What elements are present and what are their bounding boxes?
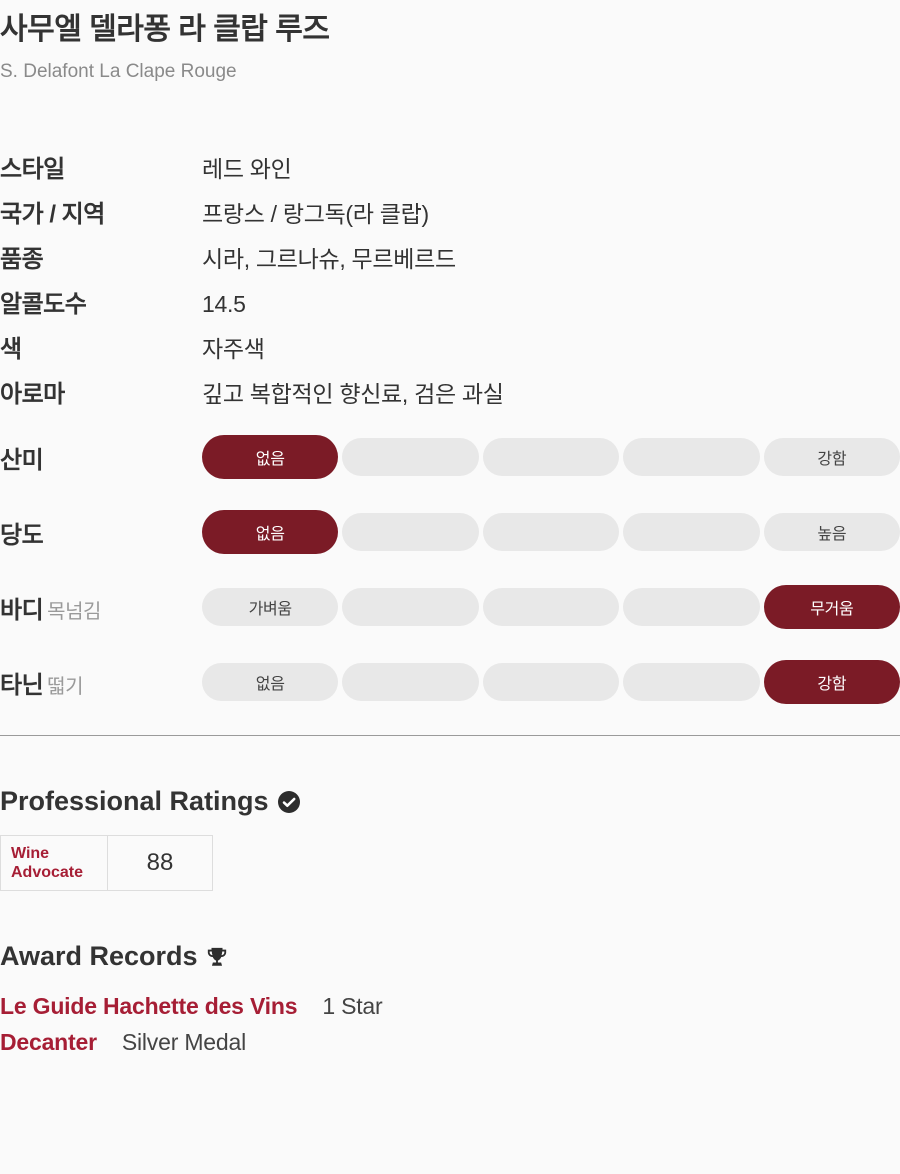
spec-row-abv: 알콜도수 14.5 (0, 282, 900, 327)
page-title: 사무엘 델라퐁 라 클랍 루즈 (0, 13, 330, 46)
spec-label: 색 (0, 336, 22, 363)
scale-sublabel: 목넘김 (47, 600, 101, 623)
scale-sublabel: 떫기 (47, 675, 83, 698)
scale-segment-4 (623, 663, 760, 701)
spec-value: 레드 와인 (202, 156, 292, 182)
rating-source-link[interactable]: Wine Advocate (11, 845, 84, 882)
scale-segment-1: 없음 (202, 435, 339, 479)
ratings-heading: Professional Ratings (0, 786, 900, 817)
scale-segment-5: 무거움 (763, 585, 900, 629)
spec-label: 알콜도수 (0, 291, 87, 318)
scale-segment-5: 높음 (763, 513, 900, 551)
segment-min-label: 없음 (255, 676, 285, 693)
rating-score: 88 (107, 834, 213, 892)
spec-value: 깊고 복합적인 향신료, 검은 과실 (202, 381, 504, 407)
scale-segment-3 (482, 588, 620, 626)
section-divider (0, 735, 900, 736)
segment-min-label: 없음 (255, 526, 285, 543)
spec-label: 국가 / 지역 (0, 201, 105, 228)
spec-value: 자주색 (202, 336, 265, 362)
scale-segment-5: 강함 (763, 438, 900, 476)
spec-table: 스타일 레드 와인 국가 / 지역 프랑스 / 랑그독(라 클랍) 품종 시라,… (0, 147, 900, 417)
scale-segment-4 (623, 513, 760, 551)
ratings-table: Wine Advocate 88 (0, 834, 213, 892)
awards-list: Le Guide Hachette des Vins 1 Star Decante… (0, 988, 900, 1060)
scale-row-acidity: 산미 없음 강함 (0, 435, 900, 479)
page-subtitle: S. Delafont La Clape Rouge (0, 61, 237, 82)
segment-max-label: 무거움 (810, 601, 854, 618)
award-result: Silver Medal (121, 1029, 246, 1056)
award-row: Le Guide Hachette des Vins 1 Star (0, 988, 900, 1024)
scale-segment-1: 없음 (202, 510, 339, 554)
wine-detail-page: 사무엘 델라퐁 라 클랍 루즈 S. Delafont La Clape Rou… (0, 13, 900, 1060)
awards-heading: Award Records (0, 941, 900, 972)
scale-segment-3 (482, 513, 620, 551)
scale-row-tannin: 타닌 떫기 없음 강함 (0, 660, 900, 704)
scale-segment-4 (623, 438, 760, 476)
scale-label: 산미 (0, 446, 44, 474)
awards-heading-label: Award Records (0, 941, 198, 972)
scale-label: 타닌 떫기 (0, 671, 83, 699)
ratings-heading-label: Professional Ratings (0, 786, 269, 816)
spec-row-varietal: 품종 시라, 그르나슈, 무르베르드 (0, 237, 900, 282)
scale-segment-2 (342, 663, 479, 701)
spec-row-country-region: 국가 / 지역 프랑스 / 랑그독(라 클랍) (0, 192, 900, 237)
spec-label: 아로마 (0, 381, 65, 408)
award-row: Decanter Silver Medal (0, 1024, 900, 1060)
scale-segment-1: 없음 (202, 663, 339, 701)
scale-row-body: 바디 목넘김 가벼움 무거움 (0, 585, 900, 629)
award-source-link[interactable]: Le Guide Hachette des Vins (0, 993, 298, 1020)
scale-row-sweetness: 당도 없음 높음 (0, 510, 900, 554)
spec-row-style: 스타일 레드 와인 (0, 147, 900, 192)
trophy-icon (207, 947, 226, 966)
rating-row: Wine Advocate 88 (0, 834, 213, 892)
scale-label: 당도 (0, 521, 44, 549)
segment-max-label: 높음 (817, 526, 847, 543)
segment-max-label: 강함 (817, 451, 847, 468)
spec-row-aroma: 아로마 깊고 복합적인 향신료, 검은 과실 (0, 372, 900, 417)
spec-label: 품종 (0, 246, 44, 273)
award-source-link[interactable]: Decanter (0, 1029, 97, 1056)
taste-scales: 산미 없음 강함 당도 없음 높음 바디 목넘김 가벼움 (0, 435, 900, 704)
scale-segments: 없음 높음 (202, 510, 900, 554)
scale-segment-5: 강함 (763, 660, 900, 704)
scale-segments: 없음 강함 (202, 660, 900, 704)
scale-segment-3 (482, 438, 620, 476)
scale-segment-2 (342, 438, 479, 476)
scale-segment-2 (342, 513, 479, 551)
spec-value: 프랑스 / 랑그독(라 클랍) (202, 201, 429, 227)
scale-segments: 가벼움 무거움 (202, 585, 900, 629)
scale-segment-4 (623, 588, 760, 626)
spec-value: 14.5 (202, 291, 246, 317)
scale-segment-3 (482, 663, 620, 701)
spec-label: 스타일 (0, 156, 65, 183)
scale-segment-1: 가벼움 (202, 588, 339, 626)
segment-min-label: 없음 (255, 451, 285, 468)
segment-min-label: 가벼움 (248, 601, 293, 618)
scale-label: 바디 목넘김 (0, 596, 101, 624)
scale-segments: 없음 강함 (202, 435, 900, 479)
rating-source-cell: Wine Advocate (0, 834, 108, 892)
verified-check-icon (277, 790, 300, 813)
award-result: 1 Star (322, 993, 383, 1020)
scale-segment-2 (342, 588, 479, 626)
segment-max-label: 강함 (817, 676, 847, 693)
spec-row-color: 색 자주색 (0, 327, 900, 372)
spec-value: 시라, 그르나슈, 무르베르드 (202, 246, 456, 272)
